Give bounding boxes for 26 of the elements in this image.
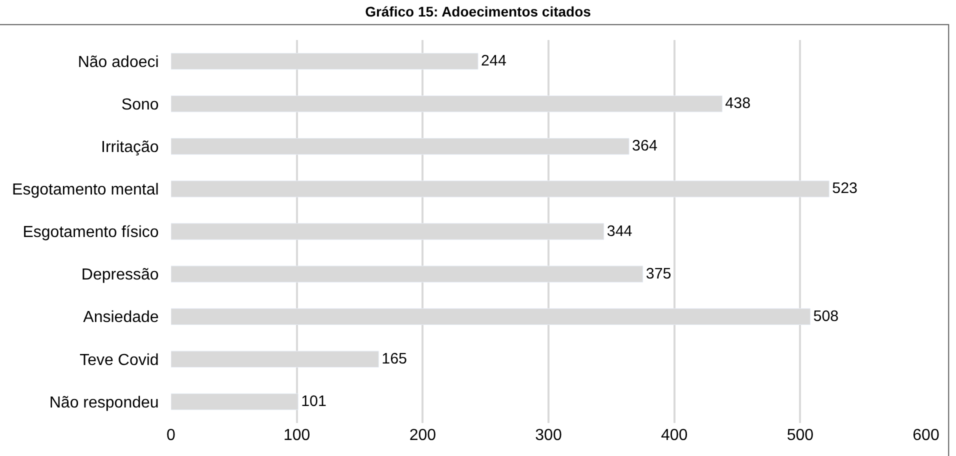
y-tick-label: Não adoeci (78, 54, 159, 71)
y-tick-label: Irritação (101, 138, 159, 156)
data-label: 364 (632, 138, 658, 155)
y-tick-label: Não respondeu (49, 394, 159, 412)
y-tick-label: Esgotamento mental (12, 182, 159, 199)
y-tick-label: Teve Covid (80, 352, 159, 369)
data-label: 375 (646, 265, 672, 282)
x-tick-label: 600 (912, 427, 940, 444)
y-tick-label: Depressão (81, 266, 159, 284)
x-tick-label: 400 (660, 427, 688, 444)
data-label: 344 (606, 222, 633, 240)
y-tick-label: Ansiedade (83, 309, 159, 326)
x-tick-label: 0 (166, 427, 176, 444)
y-tick-label: Esgotamento físico (22, 224, 159, 242)
data-label: 438 (725, 95, 751, 112)
data-label: 165 (382, 350, 408, 368)
x-tick-label: 100 (283, 427, 310, 444)
x-tick-label: 500 (786, 427, 814, 444)
chart-title: Gráfico 15: Adoecimentos citados (365, 4, 592, 20)
data-label: 508 (813, 308, 839, 325)
data-label: 101 (301, 393, 326, 410)
x-tick-label: 300 (535, 427, 562, 444)
data-label: 244 (481, 52, 507, 70)
data-label: 523 (832, 180, 858, 198)
y-tick-label: Sono (121, 96, 159, 114)
x-tick-label: 200 (409, 427, 436, 444)
